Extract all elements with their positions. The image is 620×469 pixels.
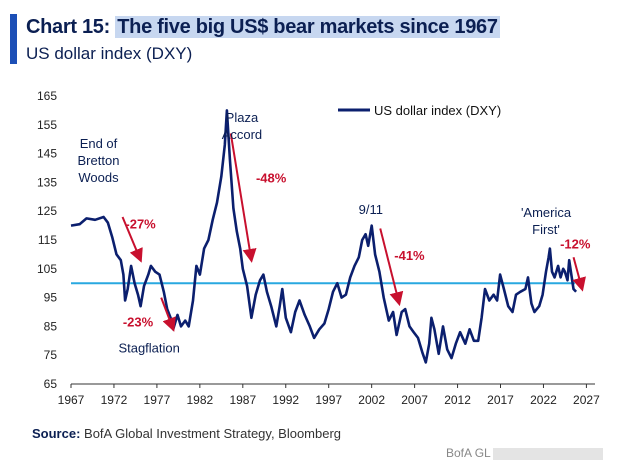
event-annotation: 'America [521, 205, 572, 220]
decline-arrow [229, 133, 257, 263]
event-annotation: Stagflation [118, 340, 179, 355]
x-tick-label: 2017 [487, 393, 514, 407]
y-tick-label: 135 [37, 175, 57, 189]
y-tick-label: 145 [37, 147, 57, 161]
decline-arrow [572, 257, 586, 292]
x-tick-label: 1992 [272, 393, 299, 407]
x-tick-label: 1977 [144, 393, 171, 407]
y-tick-label: 155 [37, 118, 57, 132]
chart-number: Chart 15: [26, 16, 110, 38]
watermark-text: BofA GL [446, 446, 491, 460]
decline-percent-label: -12% [560, 237, 591, 252]
series-line-dxy [70, 109, 578, 364]
event-annotation: Accord [222, 127, 262, 142]
x-tick-label: 1967 [58, 393, 85, 407]
y-tick-label: 105 [37, 262, 57, 276]
y-tick-label: 95 [44, 291, 58, 305]
event-annotation: Plaza [226, 110, 259, 125]
decline-percent-label: -41% [394, 248, 425, 263]
watermark-blur [492, 447, 603, 460]
source-note: Source: BofA Global Investment Strategy,… [32, 426, 341, 441]
source-label: Source: [32, 426, 81, 441]
decline-percent-label: -27% [125, 216, 156, 231]
y-tick-label: 115 [38, 233, 57, 247]
x-tick-label: 1987 [229, 393, 256, 407]
decline-arrow [121, 216, 143, 263]
x-tick-label: 2002 [358, 393, 385, 407]
decline-percent-label: -48% [256, 170, 287, 185]
legend-label: US dollar index (DXY) [374, 103, 501, 118]
chart-title: Chart 15: The five big US$ bear markets … [26, 16, 500, 39]
decline-percent-label: -23% [123, 314, 154, 329]
x-tick-label: 2022 [530, 393, 557, 407]
y-tick-label: 65 [44, 377, 58, 391]
x-tick-label: 2012 [444, 393, 471, 407]
decline-arrow [379, 228, 404, 307]
chart-subtitle: US dollar index (DXY) [26, 44, 193, 63]
watermark: BofA GL [446, 446, 603, 460]
decline-arrow [160, 297, 176, 332]
event-annotation: Woods [78, 170, 119, 185]
y-tick-label: 85 [44, 319, 58, 333]
y-tick-label: 165 [37, 89, 57, 103]
x-tick-label: 1997 [315, 393, 342, 407]
chart-title-text: The five big US$ bear markets since 1967 [115, 16, 500, 38]
x-tick-label: 2007 [401, 393, 428, 407]
x-tick-label: 1972 [101, 393, 128, 407]
event-annotation: End of [80, 136, 118, 151]
y-tick-label: 75 [44, 348, 58, 362]
y-tick-label: 125 [37, 204, 57, 218]
event-annotation: Bretton [78, 153, 120, 168]
source-text: BofA Global Investment Strategy, Bloombe… [84, 426, 342, 441]
event-annotation: First' [532, 222, 560, 237]
event-annotation: 9/11 [359, 202, 383, 217]
x-tick-label: 2027 [573, 393, 600, 407]
title-accent-bar [10, 14, 17, 64]
x-tick-label: 1982 [187, 393, 214, 407]
